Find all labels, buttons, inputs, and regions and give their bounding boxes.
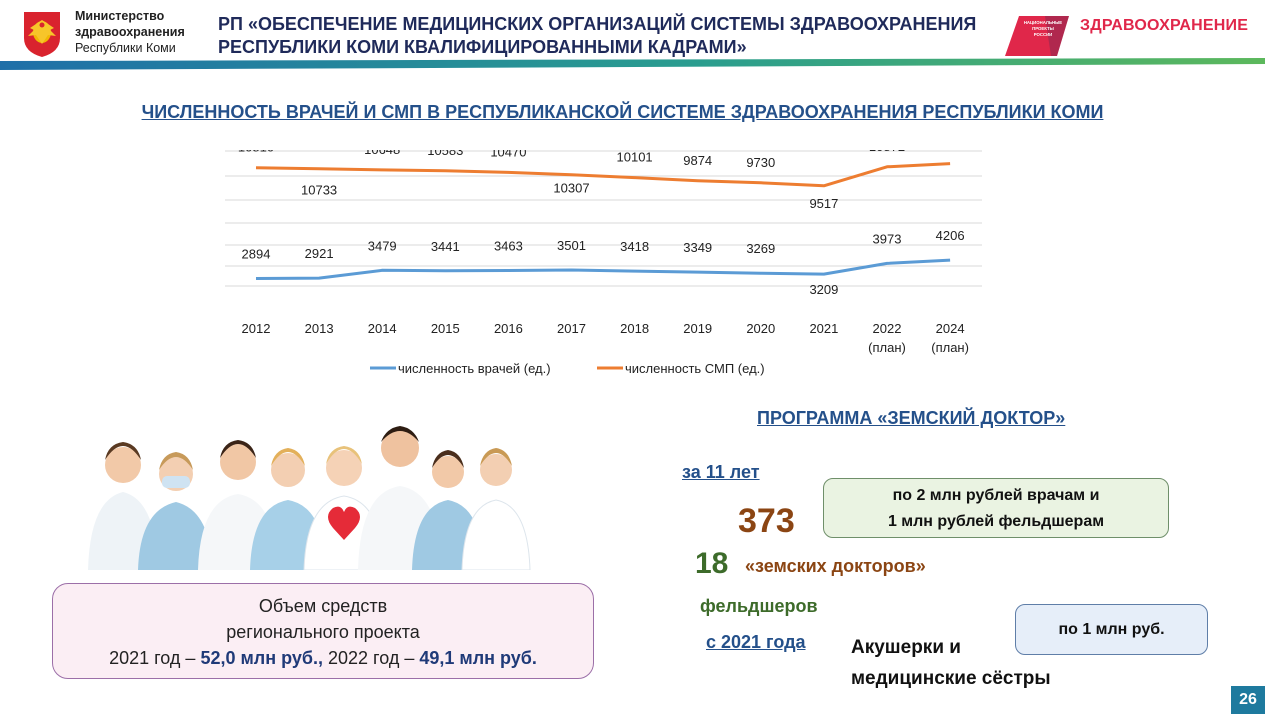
heart-icon bbox=[328, 506, 360, 540]
zemsky-program-title: ПРОГРАММА «ЗЕМСКИЙ ДОКТОР» bbox=[757, 408, 1066, 428]
funding-line-2: регионального проекта bbox=[226, 622, 420, 642]
funding-line-3: 2021 год – 52,0 млн руб., 2022 год – 49,… bbox=[53, 645, 593, 671]
funding-2021-value: 52,0 млн руб., bbox=[200, 648, 323, 668]
x-tick-label: 2017 bbox=[557, 321, 586, 336]
data-label: 9517 bbox=[809, 196, 838, 211]
data-label: 10101 bbox=[617, 150, 653, 165]
national-projects-logo: НАЦИОНАЛЬНЫЕ ПРОЕКТЫ РОССИИ bbox=[1005, 16, 1069, 56]
chart-legend: численность врачей (ед.) численность СМП … bbox=[370, 361, 765, 376]
data-label: 11101 bbox=[933, 150, 967, 151]
data-label: 3269 bbox=[746, 241, 775, 256]
logo-text-1: НАЦИОНАЛЬНЫЕ bbox=[1024, 20, 1062, 25]
doctor-figure-2 bbox=[138, 452, 213, 570]
nurse-payment-box: по 1 млн руб. bbox=[1015, 604, 1208, 655]
data-label: 3441 bbox=[431, 239, 460, 254]
data-label: 3418 bbox=[620, 239, 649, 254]
x-tick-label: 2018 bbox=[620, 321, 649, 336]
funding-info-box: Объем средств регионального проекта 2021… bbox=[52, 583, 594, 679]
x-tick-label: 2024 bbox=[936, 321, 965, 336]
zemsky-doctors-label: «земских докторов» bbox=[745, 556, 926, 576]
data-label: 10810 bbox=[238, 150, 274, 155]
data-label: 9730 bbox=[746, 155, 775, 170]
funding-2021-label: 2021 год – bbox=[109, 648, 201, 668]
doctor-figure-8 bbox=[461, 448, 531, 570]
header-stripe bbox=[0, 58, 1265, 70]
nurses-line-1: Акушерки и bbox=[851, 637, 961, 658]
data-label: 3479 bbox=[368, 238, 397, 253]
data-label: 2894 bbox=[242, 247, 271, 262]
payment-line-2: 1 млн рублей фельдшерам bbox=[887, 513, 1105, 530]
page-number: 26 bbox=[1231, 686, 1265, 714]
brand-label: ЗДРАВООХРАНЕНИЕ bbox=[1080, 17, 1249, 34]
data-label: 3973 bbox=[873, 231, 902, 246]
data-label: 4206 bbox=[936, 228, 965, 243]
payment-line-1: по 2 млн рублей врачам и bbox=[892, 487, 1100, 504]
x-tick-label: 2015 bbox=[431, 321, 460, 336]
legend-label: численность СМП (ед.) bbox=[625, 361, 765, 376]
logo-text-2: ПРОЕКТЫ bbox=[1032, 26, 1054, 31]
data-label: 3349 bbox=[683, 240, 712, 255]
data-label: 10733 bbox=[301, 183, 337, 198]
chart-title: ЧИСЛЕННОСТЬ ВРАЧЕЙ И СМП В РЕСПУБЛИКАНСК… bbox=[141, 102, 1104, 122]
data-label: 9874 bbox=[683, 153, 712, 168]
chart-data-labels: 2894 2921 3479 3441 3463 3501 3418 3349 3269 3209… bbox=[238, 150, 967, 297]
payment-info-box: по 2 млн рублей врачам и 1 млн рублей фе… bbox=[823, 478, 1169, 538]
komi-coat-of-arms-icon bbox=[24, 12, 60, 57]
data-label: 10307 bbox=[553, 181, 589, 196]
logo-text-3: РОССИИ bbox=[1034, 32, 1053, 37]
funding-2022-value: 49,1 млн руб. bbox=[419, 648, 537, 668]
data-label: 10470 bbox=[490, 150, 526, 159]
data-label: 3463 bbox=[494, 239, 523, 254]
x-tick-label: 2021 bbox=[809, 321, 838, 336]
zemsky-since-label: с 2021 года bbox=[706, 632, 806, 652]
zemsky-feldsher-label: фельдшеров bbox=[700, 596, 818, 616]
data-label: 10583 bbox=[427, 150, 463, 158]
x-tick-label: 2014 bbox=[368, 321, 397, 336]
data-label: 10872 bbox=[869, 150, 905, 154]
x-tick-label: (план) bbox=[931, 340, 969, 355]
nurses-line-2: медицинские сёстры bbox=[851, 668, 1051, 689]
zemsky-feldsher-count: 18 bbox=[695, 547, 729, 580]
page-title: РП «ОБЕСПЕЧЕНИЕ МЕДИЦИНСКИХ ОРГАНИЗАЦИЙ … bbox=[218, 13, 1008, 59]
funding-2022-label: 2022 год – bbox=[323, 648, 420, 668]
data-label: 10648 bbox=[364, 150, 400, 157]
data-label: 3209 bbox=[809, 282, 838, 297]
x-tick-label: 2022 bbox=[873, 321, 902, 336]
chart-series bbox=[255, 162, 951, 280]
doctor-figure-1 bbox=[88, 442, 158, 570]
medical-staff-photo bbox=[88, 426, 531, 570]
series-line-nurses bbox=[255, 162, 951, 188]
ministry-line-3: Республики Коми bbox=[75, 41, 176, 55]
x-tick-label: 2019 bbox=[683, 321, 712, 336]
line-chart: 2894 2921 3479 3441 3463 3501 3418 3349 3269 3209… bbox=[225, 150, 982, 376]
ministry-line-2: здравоохранения bbox=[75, 25, 185, 39]
page-title-line-1: РП «ОБЕСПЕЧЕНИЕ МЕДИЦИНСКИХ ОРГАНИЗАЦИЙ … bbox=[218, 14, 977, 34]
funding-line-1: Объем средств bbox=[258, 596, 388, 616]
zemsky-period: за 11 лет bbox=[682, 462, 760, 482]
legend-label: численность врачей (ед.) bbox=[398, 361, 551, 376]
page-title-line-2: РЕСПУБЛИКИ КОМИ КВАЛИФИЦИРОВАННЫМИ КАДРА… bbox=[218, 37, 747, 57]
x-tick-label: 2012 bbox=[242, 321, 271, 336]
data-label: 3501 bbox=[557, 238, 586, 253]
series-line-doctors bbox=[255, 258, 951, 280]
zemsky-doctors-count: 373 bbox=[738, 502, 795, 540]
x-tick-label: 2020 bbox=[746, 321, 775, 336]
x-tick-label: (план) bbox=[868, 340, 906, 355]
ministry-line-1: Министерство bbox=[75, 9, 165, 23]
zemsky-nurses-label: Акушерки и медицинские сёстры bbox=[851, 632, 1051, 694]
chart-x-axis: 2012 2013 2014 2015 2016 2017 2018 2019 2020 2021… bbox=[242, 321, 969, 355]
x-tick-label: 2013 bbox=[305, 321, 334, 336]
ministry-name: Министерство здравоохранения Республики … bbox=[75, 8, 185, 56]
x-tick-label: 2016 bbox=[494, 321, 523, 336]
data-label: 2921 bbox=[305, 246, 334, 261]
